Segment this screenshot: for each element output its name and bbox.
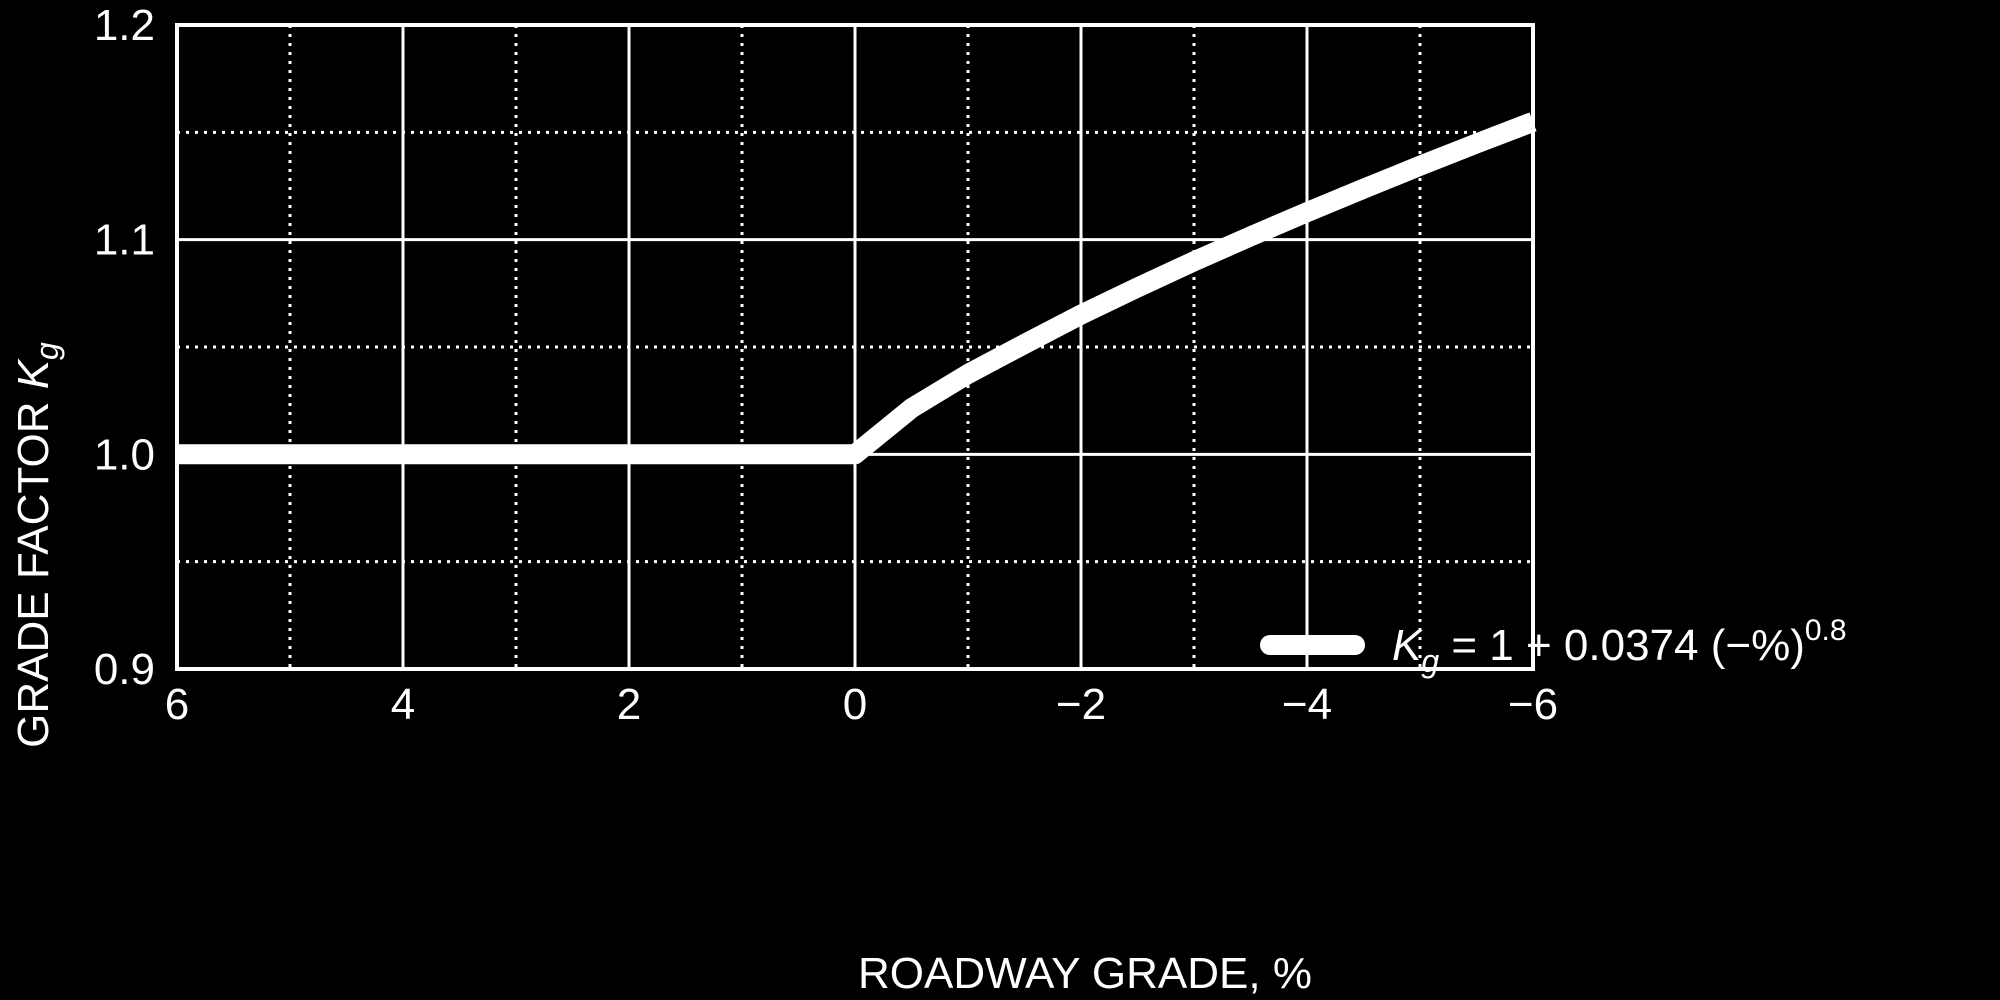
x-tick-label-5: −4 <box>1282 680 1332 729</box>
x-tick-label-3: 0 <box>843 680 867 729</box>
y-tick-label-3: 1.2 <box>94 1 155 50</box>
legend-symbol: K <box>1392 621 1423 670</box>
y-axis-title: GRADE FACTOR Kg <box>9 342 65 748</box>
x-tick-label-4: −2 <box>1056 680 1106 729</box>
series-line <box>177 112 1537 465</box>
y-axis-title-symbol: K <box>9 358 58 389</box>
legend-subscript: g <box>1421 643 1439 679</box>
x-tick-label-0: 6 <box>165 680 189 729</box>
legend: Kg = 1 + 0.0374 (−%)0.8 <box>1260 614 1847 679</box>
y-axis-title-main: GRADE FACTOR <box>9 389 58 748</box>
tick-labels: 6 4 2 0 −2 −4 −6 0.9 1.0 1.1 1.2 <box>94 1 1558 729</box>
x-tick-label-6: −6 <box>1508 680 1558 729</box>
x-tick-label-2: 2 <box>617 680 641 729</box>
legend-label: Kg = 1 + 0.0374 (−%)0.8 <box>1392 614 1847 679</box>
x-tick-label-1: 4 <box>391 680 415 729</box>
y-tick-label-0: 0.9 <box>94 645 155 694</box>
y-tick-label-1: 1.0 <box>94 430 155 479</box>
legend-exponent: 0.8 <box>1805 614 1847 647</box>
y-axis-title-subscript: g <box>29 342 65 360</box>
x-axis-title: ROADWAY GRADE, % <box>858 949 1312 998</box>
legend-equation: = 1 + 0.0374 (−%) <box>1439 621 1805 670</box>
plot-frame <box>175 23 1535 671</box>
y-tick-label-2: 1.1 <box>94 216 155 265</box>
